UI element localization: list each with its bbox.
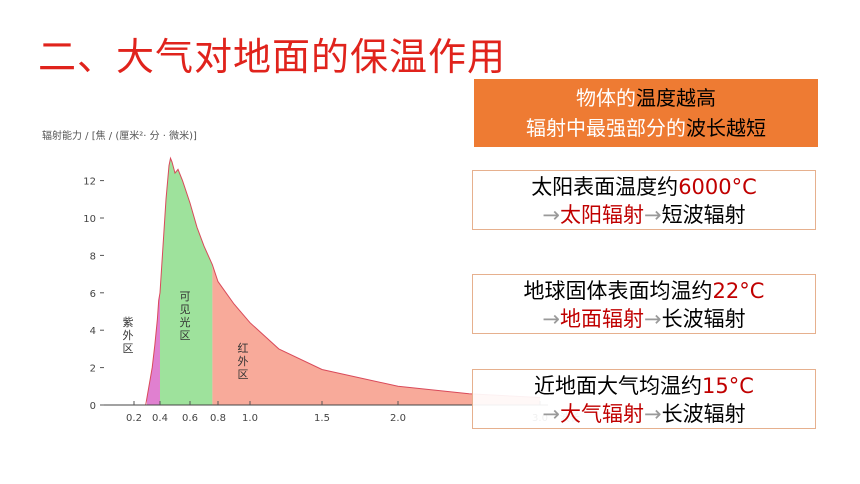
x-tick-label: 0.2: [126, 413, 142, 424]
y-tick-label: 12: [83, 177, 96, 188]
label-uv: 紫外区: [123, 316, 134, 355]
arrow-icon: →: [644, 402, 662, 426]
region-uv: [147, 292, 160, 405]
y-tick-label: 0: [90, 401, 96, 412]
x-tick-label: 1.5: [314, 413, 330, 424]
sun-radiation-box: 太阳表面温度约6000°C →太阳辐射→短波辐射: [472, 170, 816, 230]
arrow-icon: →: [542, 203, 560, 227]
x-tick-label: 0.6: [182, 413, 198, 424]
box-source: 大气辐射: [560, 402, 644, 426]
y-tick-label: 10: [83, 214, 96, 225]
label-visible: 可见光区: [180, 290, 191, 342]
box-source: 太阳辐射: [560, 203, 644, 227]
region-infrared: [212, 264, 540, 405]
box-text: 近地面大气均温约: [534, 374, 703, 398]
box-text: 太阳表面温度约: [531, 175, 679, 199]
box-type: 长波辐射: [661, 307, 746, 331]
region-visible: [160, 158, 213, 405]
box-source: 地面辐射: [560, 307, 644, 331]
arrow-icon: →: [542, 307, 560, 331]
label-infrared: 红外区: [238, 342, 249, 381]
x-tick-label: 0.4: [152, 413, 168, 424]
box-temp: 15°C: [702, 374, 754, 398]
note-line2-emph: 波长越短: [686, 116, 766, 140]
arrow-icon: →: [644, 307, 662, 331]
note-line2-prefix: 辐射中最强部分的: [526, 116, 686, 140]
note-line1-emph: 温度越高: [636, 86, 716, 110]
note-line1-prefix: 物体的: [576, 86, 636, 110]
box-type: 短波辐射: [661, 203, 746, 227]
spectrum-curve: [145, 156, 541, 406]
arrow-icon: →: [644, 203, 662, 227]
box-temp: 22°C: [712, 279, 765, 303]
x-tick-label: 1.0: [242, 413, 258, 424]
y-axis-label: 辐射能力 / [焦 / (厘米²· 分 · 微米)]: [42, 129, 197, 142]
page-title: 二、大气对地面的保温作用: [38, 35, 507, 79]
y-tick-label: 2: [90, 364, 96, 375]
ground-radiation-box: 地球固体表面均温约22°C →地面辐射→长波辐射: [472, 274, 816, 334]
x-tick-label: 0.8: [210, 413, 226, 424]
y-tick-label: 4: [90, 326, 96, 337]
box-temp: 6000°C: [678, 175, 757, 199]
x-tick-label: 2.0: [390, 413, 406, 424]
y-tick-label: 8: [90, 251, 96, 262]
y-tick-label: 6: [90, 289, 96, 300]
arrow-icon: →: [542, 402, 560, 426]
atmosphere-radiation-box: 近地面大气均温约15°C →大气辐射→长波辐射: [472, 369, 816, 429]
key-principle-note: 物体的温度越高 辐射中最强部分的波长越短: [474, 79, 818, 147]
box-text: 地球固体表面均温约: [523, 279, 713, 303]
box-type: 长波辐射: [661, 402, 746, 426]
